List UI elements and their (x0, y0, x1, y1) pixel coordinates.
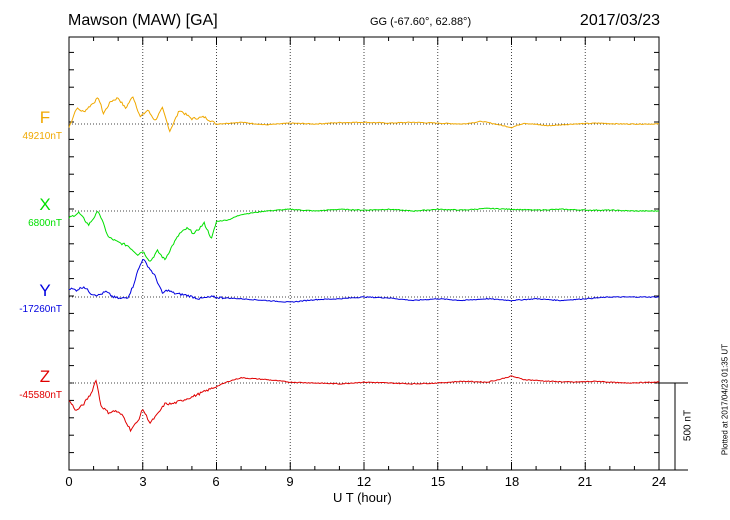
x-tick-label: 9 (286, 474, 294, 489)
series-line-f (68, 96, 660, 133)
series-line-y (68, 258, 660, 303)
scale-bar (659, 382, 688, 471)
x-tick-label: 21 (577, 474, 593, 489)
baseline-label-x: 6800nT (28, 218, 62, 229)
station-coordinates: GG (-67.60°, 62.88°) (370, 16, 472, 28)
scale-bar-label: 500 nT (682, 409, 694, 442)
series-label-y: Y (39, 281, 51, 300)
date-label: 2017/03/23 (579, 12, 660, 29)
baseline-label-f: 49210nT (22, 131, 62, 142)
x-tick-label: 12 (356, 474, 372, 489)
series-label-x: X (39, 195, 51, 214)
x-tick-label: 15 (430, 474, 446, 489)
series-label-z: Z (39, 367, 51, 386)
baseline-label-z: -45580nT (19, 390, 62, 401)
x-tick-label: 18 (504, 474, 520, 489)
x-tick-label: 24 (651, 474, 667, 489)
x-axis-title: U T (hour) (333, 490, 392, 505)
baseline-label-y: -17260nT (19, 304, 62, 315)
ticks (68, 37, 660, 471)
station-title: Mawson (MAW) [GA] (68, 12, 218, 29)
series-line-x (68, 207, 659, 262)
series-label-f: F (39, 108, 51, 127)
x-tick-label: 0 (65, 474, 73, 489)
series-line-z (68, 375, 660, 433)
series-lines (68, 96, 660, 433)
x-tick-label: 6 (212, 474, 220, 489)
x-tick-label: 3 (139, 474, 147, 489)
grid (142, 37, 586, 470)
plotted-timestamp: Plotted at 2017/04/23 01:35 UT (720, 343, 730, 456)
